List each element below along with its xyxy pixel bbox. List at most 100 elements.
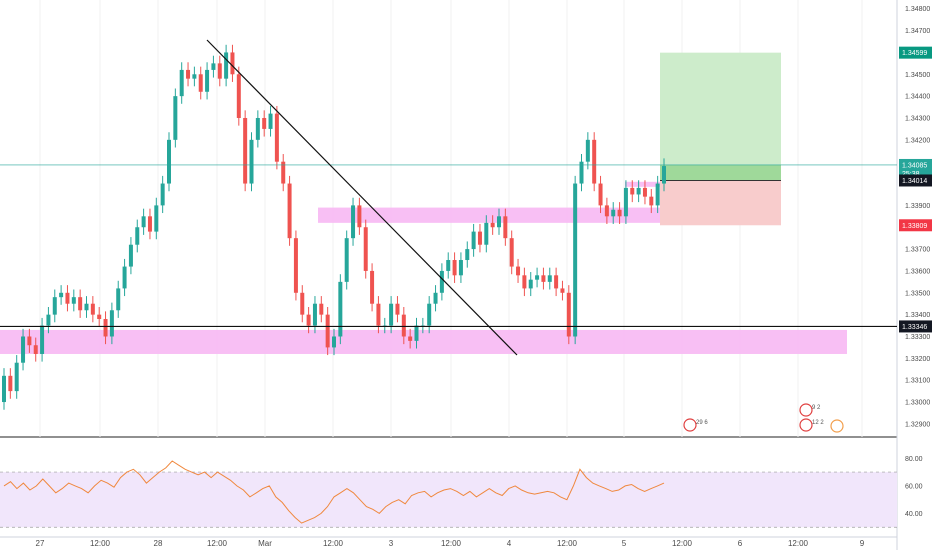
rsi-pane (0, 460, 897, 528)
time-tick-label: 12:00 (672, 539, 693, 548)
candle-body (655, 183, 660, 206)
candle-body (452, 260, 457, 276)
profit-filled (660, 164, 781, 181)
time-tick-label: 3 (389, 539, 394, 548)
event-label: 29 6 (696, 420, 708, 426)
rsi-band (0, 472, 897, 528)
rsi-tick-label: 40.00 (905, 511, 923, 518)
candle-body (128, 244, 133, 267)
candle-body (90, 303, 95, 315)
candle-body (427, 303, 432, 326)
candle-body (585, 139, 590, 162)
candle-body (281, 161, 286, 184)
candle-body (274, 113, 279, 162)
candle-body (458, 260, 463, 276)
price-tag-label: 1.34014 (902, 178, 927, 185)
price-tag-label: 1.33346 (902, 324, 927, 331)
candle-body (522, 275, 527, 289)
candle-body (554, 275, 559, 289)
candle-body (351, 205, 356, 239)
candle-body (312, 303, 317, 326)
price-tick-label: 1.33000 (905, 400, 930, 407)
time-tick-label: 12:00 (323, 539, 344, 548)
candle-body (268, 113, 273, 129)
time-axis[interactable]: 27 12:00 28 12:00 Mar 12:00 3 12:00 4 12:00 5 12:00… (36, 539, 865, 548)
price-tick-label: 1.34300 (905, 115, 930, 122)
candle-body (141, 216, 146, 228)
loss-zone-top (660, 180, 781, 207)
candle-body (103, 319, 108, 337)
candle-body (2, 375, 6, 403)
price-tag (899, 219, 932, 232)
candle-body (547, 275, 552, 282)
candle-body (465, 249, 470, 261)
candle-body (630, 187, 635, 195)
event-flag-icon (799, 418, 813, 432)
candle-body (224, 52, 229, 79)
candle-body (262, 117, 267, 129)
time-tick-label: 4 (507, 539, 512, 548)
candle-body (579, 161, 584, 184)
candle-body (376, 303, 381, 326)
candle-body (300, 292, 305, 315)
candle-body (205, 69, 210, 92)
candle-body (52, 297, 57, 315)
candle-body (477, 231, 482, 245)
candle-body (649, 196, 654, 206)
candle-body (14, 362, 19, 392)
candle-body (617, 209, 622, 217)
candle-body (604, 205, 609, 217)
candle-body (623, 187, 628, 217)
candle-body (395, 303, 400, 315)
price-tick-label: 1.34400 (905, 94, 930, 101)
candle-body (338, 281, 343, 337)
candle-body (598, 183, 603, 206)
event-markers[interactable]: 29 6 9 2 12 2 (683, 403, 844, 433)
drawings[interactable] (0, 39, 897, 356)
candle-body (509, 238, 514, 267)
rsi-line (3, 460, 665, 524)
candle-body (198, 74, 203, 92)
candle-body (528, 279, 533, 289)
small-zone (625, 181, 662, 187)
candle-body (173, 96, 178, 140)
candle-body (592, 139, 597, 184)
candle-body (401, 314, 406, 337)
candle-body (21, 336, 26, 363)
candle-body (611, 209, 616, 217)
candle-body (636, 187, 641, 195)
price-tick-label: 1.33500 (905, 290, 930, 297)
candle-body (109, 310, 114, 337)
candle-body (484, 222, 489, 245)
time-tick-label: 27 (36, 539, 45, 548)
time-tick-label: 12:00 (207, 539, 228, 548)
candle-body (211, 63, 216, 70)
event-label: 12 2 (812, 420, 824, 426)
price-tick-label: 1.34800 (905, 6, 930, 13)
candle-body (97, 314, 102, 320)
candle-body (642, 187, 647, 197)
candle-body (363, 227, 368, 271)
event-flag-icon (683, 418, 697, 432)
price-tag-label: 1.34085 (902, 162, 927, 169)
candle-body (243, 117, 248, 184)
candle-body (33, 345, 38, 354)
long-position-tool[interactable] (660, 52, 781, 226)
candle-body (573, 183, 578, 337)
candle-body (179, 69, 184, 97)
price-tag (899, 46, 932, 59)
time-tick-label: 12:00 (90, 539, 111, 548)
candle-body (325, 314, 330, 348)
support-zone (0, 329, 847, 354)
candle-body (84, 303, 89, 311)
candle-body (490, 222, 495, 228)
candle-body (217, 63, 222, 79)
candle-body (65, 292, 70, 304)
candle-body (59, 292, 64, 298)
candle-body (71, 297, 76, 304)
candle-body (8, 375, 13, 392)
price-axis[interactable]: 1.348001.347001.346001.345001.344001.343… (899, 6, 932, 518)
candle-body (236, 74, 241, 118)
profit-zone (660, 52, 781, 181)
